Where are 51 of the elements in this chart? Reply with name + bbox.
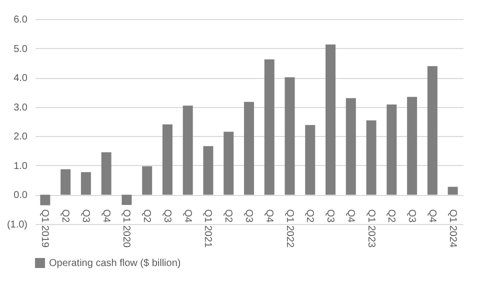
x-tick-label: Q1 2022	[284, 209, 295, 248]
bar	[203, 146, 214, 195]
bar	[366, 120, 376, 195]
x-tick-label: Q3	[80, 209, 91, 223]
bar	[80, 172, 91, 195]
x-tick-label: Q1 2019	[39, 209, 50, 248]
x-tick-label: Q2	[222, 209, 234, 223]
y-tick-label: 4.0	[14, 73, 28, 84]
y-tick-label: 3.0	[14, 102, 28, 114]
bar	[244, 102, 254, 195]
x-tick-label: Q4	[182, 209, 193, 223]
bar	[386, 104, 397, 195]
x-tick-label: Q4	[426, 209, 438, 223]
bar	[264, 59, 274, 195]
bar	[407, 96, 418, 195]
x-tick-label: Q3	[161, 209, 172, 223]
x-tick-label: Q3	[243, 209, 254, 223]
x-tick-label: Q1 2024	[446, 209, 458, 248]
bar	[427, 66, 438, 195]
x-tick-label: Q2	[141, 209, 152, 223]
bar	[162, 124, 172, 195]
bar	[60, 169, 71, 195]
x-tick-label: Q1 2023	[365, 209, 376, 248]
bar	[101, 152, 112, 195]
bar	[326, 44, 336, 195]
y-tick-label: (1.0)	[6, 220, 28, 230]
x-tick-label: Q3	[406, 209, 418, 223]
x-tick-label: Q1 2020	[120, 209, 132, 248]
x-tick-label: Q2	[304, 209, 316, 223]
x-tick-label: Q3	[324, 209, 336, 223]
legend-label: Operating cash flow ($ billion)	[49, 258, 181, 269]
bar	[224, 132, 234, 195]
y-tick-label: 1.0	[14, 160, 28, 172]
bar	[346, 98, 356, 195]
y-tick-label: 2.0	[14, 132, 28, 143]
bar	[122, 194, 132, 205]
bar	[182, 106, 193, 195]
x-tick-label: Q2	[60, 209, 71, 223]
y-tick-label: 0.0	[14, 190, 28, 202]
x-tick-label: Q4	[263, 209, 274, 223]
bar	[40, 194, 50, 206]
bar	[284, 77, 295, 195]
bar	[142, 166, 152, 195]
bar	[305, 125, 316, 195]
y-tick-label: 6.0	[14, 14, 28, 26]
y-tick-label: 5.0	[14, 44, 28, 55]
x-tick-label: Q2	[386, 209, 397, 223]
x-tick-label: Q4	[100, 209, 112, 223]
bar	[448, 186, 458, 195]
x-tick-label: Q4	[344, 209, 356, 223]
x-tick-label: Q1 2021	[202, 209, 214, 248]
